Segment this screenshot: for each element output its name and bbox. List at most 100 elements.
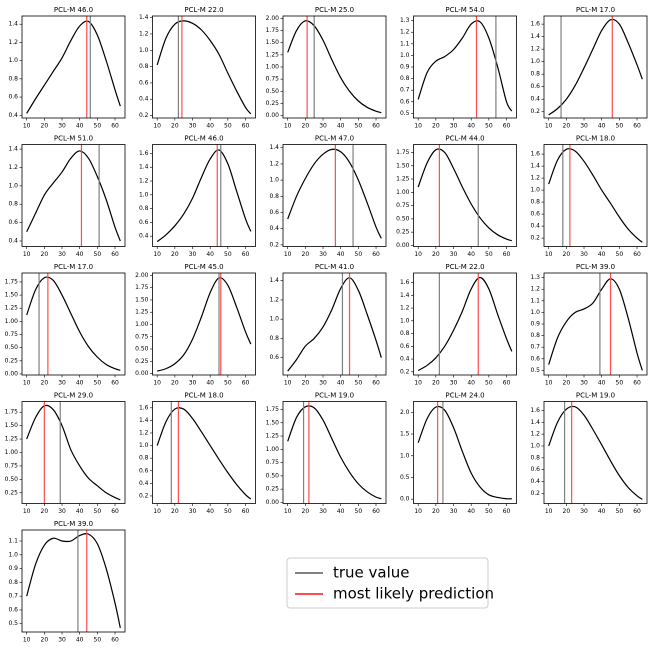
x-tick-label: 30	[450, 508, 458, 515]
density-curve	[287, 20, 382, 114]
y-tick-label: 0.8	[8, 201, 18, 208]
y-tick-label: 1.0	[400, 452, 410, 459]
density-curve	[548, 405, 643, 500]
y-tick-label: 1.00	[135, 321, 149, 328]
x-tick-label: 50	[94, 508, 102, 515]
plot-frame	[21, 15, 126, 119]
density-curve	[548, 18, 643, 116]
x-tick-label: 60	[242, 508, 250, 515]
density-curve	[26, 150, 121, 242]
x-tick-label: 50	[224, 508, 232, 515]
y-tick-label: 0.6	[269, 354, 279, 361]
subplot-title: PCL-M 29.0	[54, 392, 93, 400]
y-tick-label: 1.6	[139, 150, 149, 157]
x-tick-label: 50	[355, 251, 363, 258]
y-tick-label: 0.6	[269, 209, 279, 216]
x-tick-label: 30	[580, 123, 588, 130]
x-tick-label: 40	[76, 123, 84, 130]
y-tick-label: 0.00	[396, 242, 410, 249]
density-curve	[26, 533, 121, 628]
y-tick-label: 0.00	[5, 370, 19, 377]
y-tick-label: 0.25	[266, 100, 280, 107]
x-tick-label: 40	[76, 251, 84, 258]
y-tick-label: 1.1	[400, 40, 410, 47]
y-tick-label: 0.2	[530, 108, 540, 115]
y-tick-label: 1.0	[400, 52, 410, 59]
y-tick-label: 1.6	[530, 407, 540, 414]
y-tick-label: 0.50	[266, 472, 280, 479]
y-tick-label: 0.2	[269, 241, 279, 248]
y-tick-label: 1.50	[135, 296, 149, 303]
x-tick-label: 10	[284, 508, 292, 515]
x-tick-label: 50	[224, 251, 232, 258]
y-tick-label: 1.25	[135, 309, 149, 316]
density-curve	[417, 405, 512, 500]
x-tick-label: 20	[302, 251, 310, 258]
plot-frame	[543, 401, 648, 504]
x-tick-label: 10	[284, 380, 292, 387]
y-tick-label: 0.50	[135, 346, 149, 353]
y-tick-label: 1.6	[400, 279, 410, 286]
y-tick-label: 0.6	[530, 211, 540, 218]
y-tick-label: 1.0	[400, 317, 410, 324]
y-tick-label: 1.4	[269, 277, 279, 284]
y-tick-label: 1.2	[530, 175, 540, 182]
y-tick-label: 0.6	[8, 606, 18, 613]
y-tick-label: 0.9	[530, 321, 540, 328]
x-tick-label: 50	[485, 380, 493, 387]
density-curve	[417, 276, 513, 372]
x-tick-label: 10	[284, 251, 292, 258]
y-tick-label: 1.0	[139, 47, 149, 54]
density-curve	[157, 277, 252, 372]
y-tick-label: 1.0	[8, 551, 18, 558]
subplot-title: PCL-M 45.0	[184, 263, 223, 271]
y-tick-label: 0.75	[396, 202, 410, 209]
x-tick-label: 60	[111, 637, 119, 644]
y-tick-label: 1.2	[139, 429, 149, 436]
x-tick-label: 60	[503, 123, 511, 130]
plot-frame	[413, 272, 517, 376]
x-tick-label: 30	[580, 380, 588, 387]
x-tick-label: 20	[171, 251, 179, 258]
y-tick-label: 1.75	[135, 284, 149, 291]
y-tick-label: 0.50	[266, 88, 280, 95]
y-tick-label: 1.0	[530, 58, 540, 65]
x-tick-label: 60	[372, 508, 380, 515]
x-tick-label: 20	[41, 637, 49, 644]
y-tick-label: 1.2	[269, 296, 279, 303]
x-tick-label: 50	[616, 251, 624, 258]
y-tick-label: 1.2	[400, 29, 410, 36]
y-tick-label: 1.2	[8, 39, 18, 46]
x-tick-label: 30	[58, 508, 66, 515]
x-tick-label: 10	[23, 123, 31, 130]
y-tick-label: 1.0	[530, 187, 540, 194]
y-tick-label: 0.75	[5, 462, 19, 469]
x-tick-label: 10	[23, 251, 31, 258]
x-tick-label: 10	[545, 123, 553, 130]
y-tick-label: 0.8	[400, 330, 410, 337]
subplot-title: PCL-M 41.0	[315, 263, 354, 271]
y-tick-label: 1.4	[139, 417, 149, 424]
x-tick-label: 30	[450, 251, 458, 258]
y-tick-label: 1.0	[530, 309, 540, 316]
x-tick-label: 20	[171, 123, 179, 130]
y-tick-label: 0.6	[139, 79, 149, 86]
density-curve	[287, 405, 382, 500]
y-tick-label: 0.50	[5, 476, 19, 483]
y-tick-label: 1.6	[139, 404, 149, 411]
y-tick-label: 1.4	[530, 163, 540, 170]
x-tick-label: 30	[580, 251, 588, 258]
y-tick-label: 1.2	[139, 30, 149, 37]
x-tick-label: 20	[171, 380, 179, 387]
y-tick-label: 0.75	[135, 333, 149, 340]
y-tick-label: 0.8	[139, 205, 149, 212]
y-tick-label: 0.5	[400, 110, 410, 117]
x-tick-label: 40	[337, 251, 345, 258]
x-tick-label: 50	[616, 508, 624, 515]
plot-frame	[21, 144, 126, 247]
y-tick-label: 1.75	[5, 278, 19, 285]
plot-frame	[152, 15, 256, 119]
x-tick-label: 20	[432, 508, 440, 515]
y-tick-label: 0.4	[269, 225, 279, 232]
y-tick-label: 0.4	[139, 233, 149, 240]
